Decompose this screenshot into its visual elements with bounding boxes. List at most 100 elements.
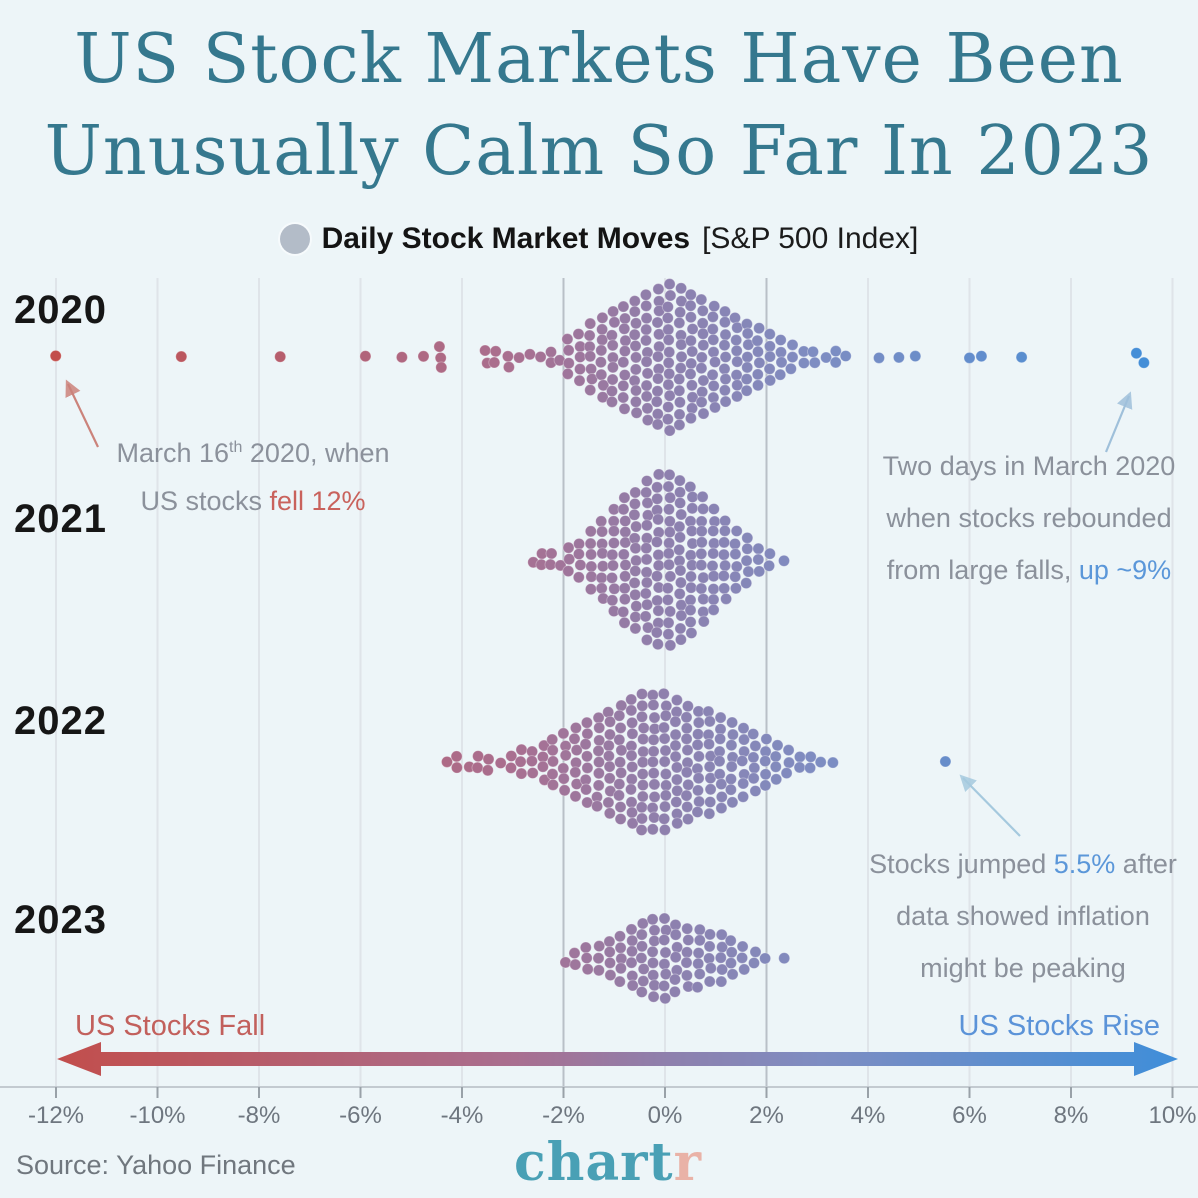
data-point-2020 (663, 389, 676, 402)
data-point-2023 (614, 941, 627, 954)
data-point-2022 (759, 779, 772, 792)
data-point-2021 (684, 604, 697, 617)
data-point-2020 (752, 345, 764, 358)
legend-sublabel: [S&P 500 Index] (702, 222, 919, 255)
x-axis-tick-label: -2% (542, 1102, 585, 1129)
data-point-2023 (691, 981, 704, 994)
data-point-2020 (719, 373, 732, 386)
data-point-2020 (597, 379, 610, 392)
data-point-2022 (669, 715, 682, 728)
data-point-2023 (593, 940, 606, 953)
data-point-2022 (592, 779, 605, 792)
data-point-2020 (479, 344, 492, 357)
data-point-2022 (671, 784, 684, 797)
data-point-2021 (608, 582, 621, 595)
data-point-2021 (674, 564, 687, 577)
data-point-2021 (720, 592, 733, 605)
data-point-2021 (673, 520, 686, 533)
chart-title: US Stock Markets Have Been Unusually Cal… (0, 14, 1198, 198)
data-point-2023 (568, 947, 581, 960)
data-point-2022 (602, 706, 615, 719)
data-point-2022 (759, 768, 772, 781)
data-point-2020 (417, 350, 430, 363)
data-point-2022 (715, 790, 728, 803)
data-point-2022 (669, 750, 682, 763)
data-point-2022 (625, 773, 638, 786)
data-point-2021 (717, 548, 730, 561)
data-point-2022 (592, 767, 605, 780)
data-point-2020 (829, 356, 842, 369)
data-point-2020 (608, 316, 621, 329)
data-point-2020 (618, 322, 631, 335)
data-point-2021 (585, 570, 598, 583)
data-point-2022 (680, 711, 693, 724)
data-point-2020 (640, 312, 653, 325)
data-point-2021 (652, 513, 665, 526)
data-point-2023 (636, 917, 649, 930)
data-point-2021 (695, 547, 708, 560)
data-point-2021 (663, 558, 675, 571)
data-point-2021 (574, 559, 587, 571)
data-point-2020 (684, 288, 697, 301)
data-point-2023 (715, 975, 728, 988)
data-point-2021 (763, 547, 776, 560)
x-axis-labels: -12% -10% -8% -6% -4% -2% 0% 2% 4% 6% 8% 10% (0, 1102, 1198, 1142)
data-point-2020 (661, 312, 674, 324)
data-point-2021 (573, 537, 586, 550)
data-point-2020 (628, 328, 641, 341)
data-point-2022 (494, 757, 507, 769)
data-point-2022 (579, 738, 592, 751)
data-point-2023 (724, 934, 737, 947)
x-axis-tick-label: 8% (1053, 1102, 1089, 1129)
data-point-2022 (592, 744, 605, 757)
data-point-2022 (715, 802, 728, 815)
data-point-2023 (581, 963, 594, 976)
data-point-2021 (650, 536, 663, 548)
data-point-2021 (763, 559, 776, 572)
data-point-2021 (707, 570, 720, 583)
source-note: Source: Yahoo Finance (16, 1150, 296, 1180)
data-point-2020 (513, 351, 526, 364)
data-point-2023 (736, 940, 749, 953)
data-point-2023 (703, 975, 716, 988)
data-point-2020 (892, 351, 905, 364)
x-axis-tick-label: -8% (237, 1102, 281, 1129)
data-point-2020 (489, 345, 502, 358)
data-point-2021 (652, 559, 665, 572)
data-point-2020 (719, 305, 731, 318)
data-point-2022 (692, 705, 705, 718)
data-point-2022 (557, 762, 570, 775)
data-point-2021 (663, 468, 676, 481)
data-point-2020 (662, 323, 675, 336)
data-point-2022 (471, 761, 484, 774)
data-point-2021 (740, 577, 753, 590)
data-point-2022 (736, 755, 749, 767)
data-point-2022 (737, 777, 750, 790)
data-point-2021 (695, 559, 708, 572)
data-point-2022 (680, 789, 693, 802)
data-point-2022 (804, 750, 817, 763)
data-point-2020 (718, 316, 731, 329)
data-point-2021 (554, 559, 567, 572)
data-point-2021 (595, 515, 608, 528)
data-point-2023 (714, 951, 727, 964)
data-point-2021 (545, 547, 558, 560)
data-point-2020 (584, 384, 597, 397)
data-point-2021 (664, 605, 677, 618)
data-point-2022 (793, 761, 806, 774)
data-point-2023 (659, 992, 672, 1005)
data-point-2022 (681, 800, 694, 813)
data-point-2020 (764, 374, 777, 387)
x-axis-tick-label: -4% (440, 1102, 484, 1129)
data-point-2020 (709, 401, 721, 414)
data-point-2021 (618, 616, 631, 629)
data-point-2021 (652, 548, 665, 561)
data-point-2022 (637, 745, 650, 758)
data-point-2021 (652, 604, 665, 617)
data-point-2023 (592, 952, 605, 965)
data-point-2020 (628, 295, 641, 308)
data-point-2023 (669, 951, 682, 964)
data-point-2021 (630, 520, 643, 533)
data-point-2022 (646, 689, 659, 702)
data-point-2022 (626, 716, 639, 729)
